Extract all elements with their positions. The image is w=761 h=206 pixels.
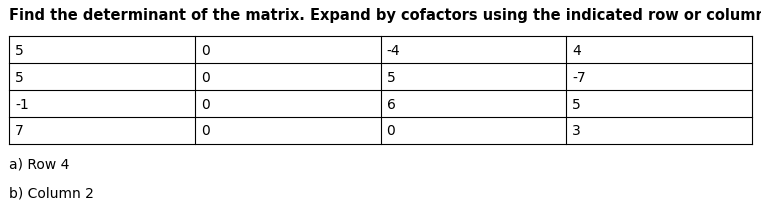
Text: 0: 0 xyxy=(201,70,209,84)
Text: a) Row 4: a) Row 4 xyxy=(9,157,69,171)
Text: b) Column 2: b) Column 2 xyxy=(9,185,94,199)
Text: 0: 0 xyxy=(387,124,395,138)
Text: 5: 5 xyxy=(15,43,24,57)
Text: 6: 6 xyxy=(387,97,396,111)
Text: 0: 0 xyxy=(201,124,209,138)
Text: 3: 3 xyxy=(572,124,581,138)
Text: 4: 4 xyxy=(572,43,581,57)
Text: 0: 0 xyxy=(201,43,209,57)
Text: 5: 5 xyxy=(572,97,581,111)
Text: -7: -7 xyxy=(572,70,586,84)
Text: -1: -1 xyxy=(15,97,29,111)
Text: 5: 5 xyxy=(15,70,24,84)
Text: Find the determinant of the matrix. Expand by cofactors using the indicated row : Find the determinant of the matrix. Expa… xyxy=(9,8,761,23)
Text: -4: -4 xyxy=(387,43,400,57)
Text: 0: 0 xyxy=(201,97,209,111)
Text: 5: 5 xyxy=(387,70,395,84)
Text: 7: 7 xyxy=(15,124,24,138)
